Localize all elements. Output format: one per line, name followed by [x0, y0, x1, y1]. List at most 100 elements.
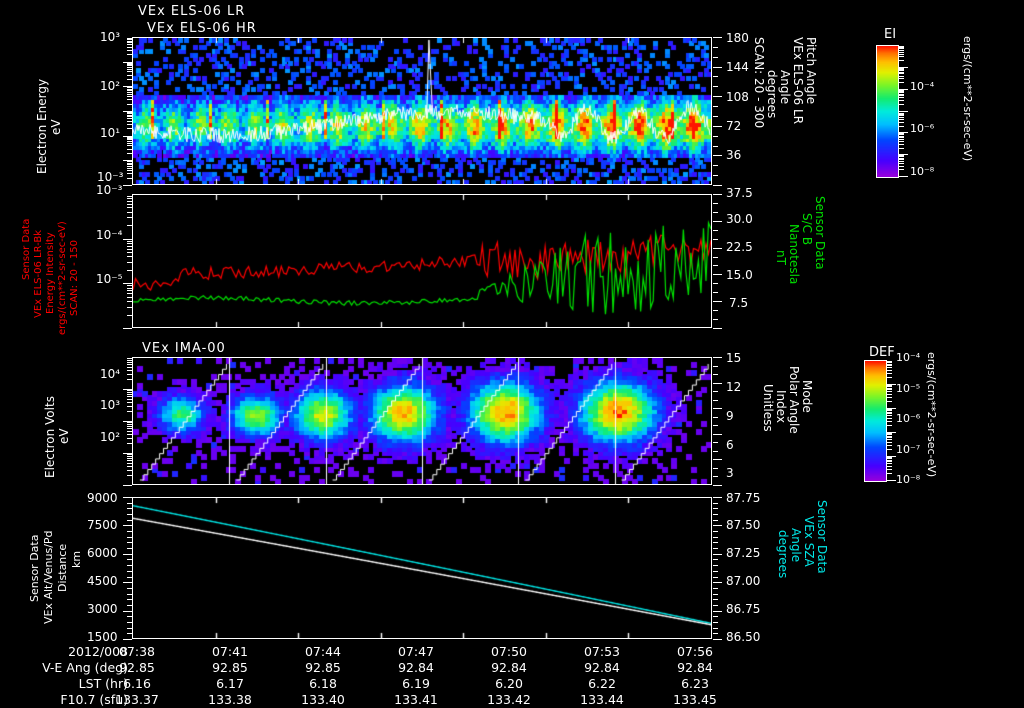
- panel1-ytick-3: 10⁻³: [97, 170, 124, 184]
- panel2-right-ticks: [713, 194, 722, 329]
- bottom-cell-veang-1: 92.85: [212, 660, 248, 675]
- colorbar-def-label: DEF: [869, 345, 895, 360]
- panel1-rtick-1: 144: [726, 60, 749, 74]
- panel2-left-ticks: [123, 194, 132, 329]
- panel2-ytick-2: 10⁻⁵: [96, 272, 123, 286]
- panel4-right-l4: degrees: [776, 530, 791, 579]
- colorbar-def-tick-3: 10⁻⁷: [896, 443, 921, 456]
- bottom-cell-time-0: 07:38: [118, 644, 156, 659]
- panel1-ytick-2: 10¹: [100, 126, 121, 140]
- panel1-left-axis-units: eV: [49, 119, 63, 135]
- panel3-right-l1: Mode: [800, 380, 815, 413]
- colorbar-def-tick-2: 10⁻⁶: [896, 412, 921, 425]
- panel2-left-l4: ergs/(cm**2-sr-sec-eV): [57, 221, 68, 335]
- panel1-title-hr: VEx ELS-06 HR: [147, 21, 257, 36]
- panel3-left-axis-label: Electron Volts: [43, 396, 57, 478]
- panel2-left-l3: Energy Intensity: [45, 232, 56, 314]
- panel2-line-plot[interactable]: [132, 194, 712, 328]
- panel4-ytick-0: 9000: [87, 491, 118, 505]
- panel2-rtick-3: 15.0: [726, 268, 753, 282]
- bottom-cell-veang-4: 92.84: [491, 660, 527, 675]
- panel2-rtick-0: 37.5: [726, 186, 753, 200]
- colorbar-def-tick-0: 10⁻⁴: [896, 351, 921, 364]
- colorbar-def: [864, 360, 887, 482]
- panel2-ytick-0: 10⁻³: [96, 183, 123, 197]
- panel4-rtick-4: 86.75: [726, 602, 761, 616]
- bottom-cell-lst-5: 6.22: [588, 676, 616, 691]
- panel1-ytick-0: 10³: [100, 30, 121, 44]
- panel2-left-l1: Sensor Data: [21, 218, 32, 280]
- colorbar-ei-tick-0: 10⁻⁴: [910, 80, 935, 93]
- panel1-right-axis-sensor: VEx ELS-06 LR: [791, 37, 806, 125]
- panel4-left-l1: Sensor Data: [28, 534, 41, 602]
- panel2-ytick-1: 10⁻⁴: [96, 228, 123, 242]
- panel3-rtick-0: 15: [726, 351, 742, 365]
- panel4-altitude-sza-plot[interactable]: [132, 497, 712, 639]
- panel2-right-l1: Sensor Data: [813, 196, 828, 270]
- bottom-cell-veang-2: 92.85: [305, 660, 341, 675]
- panel4-ytick-2: 6000: [87, 546, 118, 560]
- panel4-rtick-3: 87.00: [726, 574, 761, 588]
- bottom-cell-time-6: 07:56: [676, 644, 714, 659]
- panel1-rtick-4: 36: [726, 148, 742, 162]
- panel1-title-lr: VEx ELS-06 LR: [138, 4, 246, 19]
- panel2-rtick-2: 22.5: [726, 240, 753, 254]
- bottom-row-label-0: 2012/008: [68, 644, 128, 659]
- panel1-right-axis-units: degrees: [765, 70, 780, 119]
- colorbar-ei-label: EI: [884, 27, 897, 42]
- bottom-cell-veang-5: 92.84: [584, 660, 620, 675]
- panel3-right-l4: Unitless: [761, 384, 776, 432]
- colorbar-ei-tick-1: 10⁻⁶: [910, 122, 935, 135]
- panel1-right-ticks: [713, 37, 722, 186]
- panel4-left-l2: VEx Alt/Venus/Pd: [42, 530, 55, 624]
- panel3-ima-spectrogram[interactable]: [132, 357, 712, 485]
- panel2-right-l3: Nanotesla: [787, 224, 802, 285]
- colorbar-def-units: ergs/(cm**2-sr-sec-eV): [925, 352, 939, 478]
- bottom-cell-lst-4: 6.20: [495, 676, 523, 691]
- panel1-rtick-2: 108: [726, 90, 749, 104]
- bottom-cell-lst-2: 6.18: [309, 676, 337, 691]
- panel4-left-ticks: [123, 497, 132, 640]
- panel3-right-ticks: [713, 357, 722, 486]
- panel1-els-spectrogram[interactable]: [132, 37, 712, 185]
- panel4-left-l4: km: [70, 550, 83, 568]
- panel1-left-axis-label: Electron Energy: [35, 78, 49, 174]
- bottom-cell-time-3: 07:47: [397, 644, 435, 659]
- panel4-right-l1: Sensor Data: [815, 500, 830, 574]
- panel4-ytick-1: 7500: [87, 518, 118, 532]
- bottom-cell-lst-0: 6.16: [123, 676, 151, 691]
- panel4-left-l3: Distance: [56, 543, 69, 592]
- colorbar-ei-ticks: [899, 45, 908, 178]
- panel2-left-l2: VEx ELS-06 LR-Bk: [33, 229, 44, 318]
- colorbar-ei-tick-2: 10⁻⁸: [910, 165, 935, 178]
- panel3-rtick-4: 3: [726, 466, 734, 480]
- panel3-ytick-0: 10⁴: [100, 367, 121, 381]
- bottom-row-label-2: LST (hr): [78, 676, 128, 691]
- panel3-rtick-1: 12: [726, 380, 742, 394]
- panel3-rtick-3: 6: [726, 438, 734, 452]
- colorbar-def-tick-1: 10⁻⁵: [896, 382, 921, 395]
- panel1-right-axis-scan: SCAN: 20 - 300: [752, 37, 767, 129]
- panel3-left-ticks: [123, 357, 132, 486]
- panel1-left-ticks: [123, 37, 132, 186]
- bottom-cell-veang-0: 92.85: [119, 660, 155, 675]
- panel2-right-l4: nT: [774, 250, 789, 265]
- panel3-ytick-1: 10³: [100, 398, 121, 412]
- bottom-cell-veang-6: 92.84: [677, 660, 713, 675]
- panel4-rtick-5: 86.50: [726, 630, 761, 644]
- panel3-right-l3: Index: [774, 390, 789, 424]
- panel3-left-axis-units: eV: [57, 428, 71, 444]
- bottom-cell-time-5: 07:53: [583, 644, 621, 659]
- panel1-right-axis-label: Pitch Angle: [804, 37, 819, 105]
- bottom-cell-f107-1: 133.38: [208, 692, 252, 707]
- panel1-rtick-3: 72: [726, 119, 742, 133]
- colorbar-def-ticks: [887, 360, 896, 482]
- panel4-right-l3: Angle: [789, 528, 804, 563]
- panel3-title: VEx IMA-00: [142, 341, 226, 356]
- panel4-rtick-1: 87.50: [726, 518, 761, 532]
- bottom-row-label-1: V-E Ang (deg): [42, 660, 128, 675]
- bottom-cell-f107-4: 133.42: [487, 692, 531, 707]
- bottom-cell-f107-0: 133.37: [115, 692, 159, 707]
- bottom-cell-f107-3: 133.41: [394, 692, 438, 707]
